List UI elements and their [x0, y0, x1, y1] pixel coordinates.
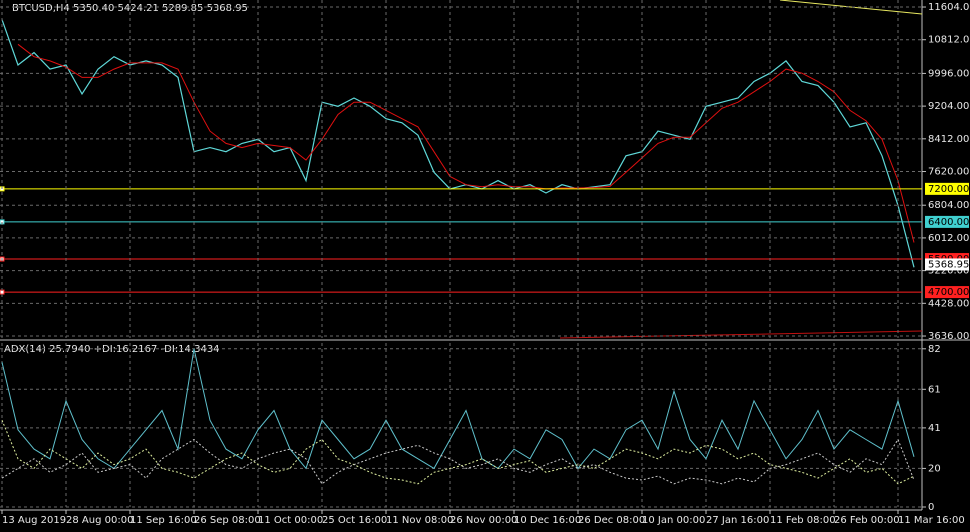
- y-tick-label: 9996.00: [928, 68, 969, 79]
- y-tick-label: 5220.00: [928, 266, 969, 277]
- price-label: 5368.95: [928, 259, 969, 270]
- y-tick-label: 82: [928, 344, 941, 355]
- y-tick-label: 10812.00: [928, 35, 970, 46]
- x-tick-label: 11 Oct 00:00: [258, 515, 323, 526]
- y-tick-label: 20: [928, 463, 941, 474]
- y-tick-label: 3636.00: [928, 331, 969, 342]
- x-tick-label: 11 Nov 08:00: [386, 515, 453, 526]
- level-label: 4700.00: [928, 287, 969, 298]
- y-tick-label: 0: [928, 502, 934, 513]
- y-tick-label: 6012.00: [928, 233, 969, 244]
- x-tick-label: 11 Sep 16:00: [130, 515, 197, 526]
- x-tick-label: 26 Nov 00:00: [450, 515, 517, 526]
- y-tick-label: 8412.00: [928, 134, 969, 145]
- x-tick-label: 11 Feb 08:00: [770, 515, 836, 526]
- series-line: [1, 348, 915, 470]
- price-label-bg: [925, 258, 969, 271]
- y-tick-label: 61: [928, 384, 941, 395]
- x-tick-label: 11 Mar 16:00: [898, 515, 965, 526]
- level-label-bg: [925, 286, 969, 299]
- x-tick-label: 28 Aug 00:00: [66, 515, 133, 526]
- series-line: [1, 438, 915, 485]
- y-tick-label: 4428.00: [928, 298, 969, 309]
- trend-line: [779, 0, 923, 15]
- x-tick-label: 25 Oct 16:00: [322, 515, 387, 526]
- x-tick-label: 10 Jan 00:00: [642, 515, 705, 526]
- x-tick-label: 26 Sep 08:00: [194, 515, 261, 526]
- series-line: [17, 43, 915, 243]
- series-line: [1, 420, 915, 485]
- x-tick-label: 13 Aug 2019: [2, 515, 66, 526]
- level-label-bg: [925, 182, 969, 195]
- level-label: 6400.00: [928, 217, 969, 228]
- y-tick-label: 6804.00: [928, 200, 969, 211]
- y-tick-label: 41: [928, 423, 941, 434]
- x-tick-label: 27 Jan 16:00: [706, 515, 769, 526]
- y-tick-label: 11604.00: [928, 2, 970, 13]
- y-tick-label: 7620.00: [928, 167, 969, 178]
- y-tick-label: 9204.00: [928, 101, 969, 112]
- level-label-bg: [925, 215, 969, 228]
- level-label: 7200.00: [928, 184, 969, 195]
- x-tick-label: 10 Dec 16:00: [514, 515, 581, 526]
- x-tick-label: 26 Dec 08:00: [578, 515, 645, 526]
- indicator-title: ADX(14) 25.7940 +DI:16.2167 -DI:14.3434: [4, 344, 220, 355]
- trend-line: [559, 330, 923, 339]
- x-tick-label: 26 Feb 00:00: [834, 515, 900, 526]
